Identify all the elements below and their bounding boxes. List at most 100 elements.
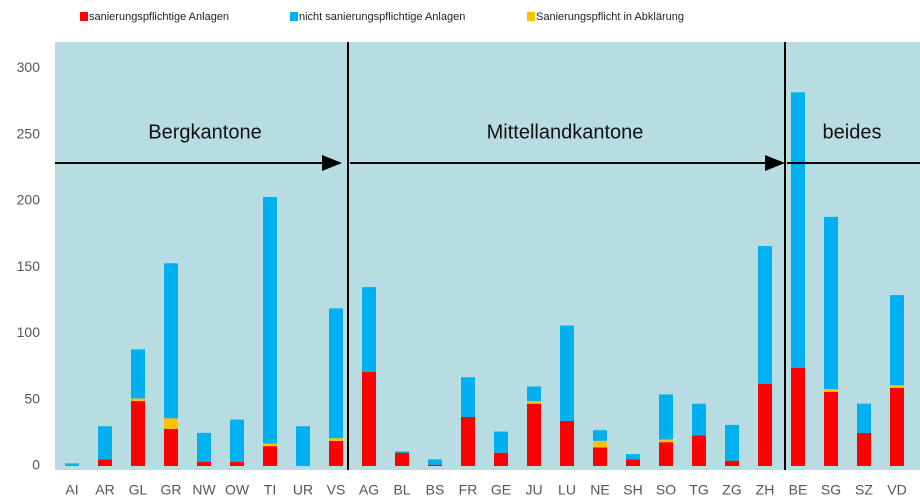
bar-segment bbox=[98, 459, 112, 466]
x-tick-label: SG bbox=[821, 482, 841, 498]
bar-segment bbox=[725, 424, 739, 461]
x-tick-label: JU bbox=[525, 482, 542, 498]
bar-segment bbox=[626, 454, 640, 460]
x-tick-label: OW bbox=[225, 482, 250, 498]
bar-segment bbox=[164, 428, 178, 466]
x-tick-label: LU bbox=[558, 482, 576, 498]
bar-segment bbox=[758, 246, 772, 384]
bar-segment bbox=[527, 403, 541, 466]
bar-segment bbox=[329, 440, 343, 466]
bar-segment bbox=[791, 367, 805, 466]
bar-segment bbox=[461, 377, 475, 417]
bar-segment bbox=[164, 418, 178, 429]
annotation: Bergkantone bbox=[148, 121, 261, 143]
bar-segment bbox=[692, 435, 706, 466]
bar-segment bbox=[692, 403, 706, 436]
bar-segment bbox=[461, 416, 475, 466]
y-tick-label: 200 bbox=[17, 192, 41, 208]
x-tick-label: SO bbox=[656, 482, 676, 498]
bar-segment bbox=[890, 385, 904, 388]
y-tick-label: 300 bbox=[17, 59, 41, 75]
bar-segment bbox=[659, 394, 673, 440]
y-tick-label: 250 bbox=[17, 125, 41, 141]
bar-segment bbox=[131, 401, 145, 466]
bar-segment bbox=[890, 387, 904, 466]
bar-segment bbox=[230, 462, 244, 466]
bar-segment bbox=[428, 459, 442, 465]
bar-segment bbox=[560, 420, 574, 466]
bar-segment bbox=[593, 440, 607, 448]
bar-segment bbox=[494, 452, 508, 466]
bar-segment bbox=[626, 459, 640, 466]
legend-swatch bbox=[290, 12, 298, 21]
bar-segment bbox=[197, 432, 211, 463]
legend-swatch bbox=[527, 12, 535, 21]
bar-segment bbox=[725, 460, 739, 466]
bar-segment bbox=[131, 398, 145, 402]
bar-segment bbox=[263, 446, 277, 466]
x-tick-label: SZ bbox=[855, 482, 873, 498]
x-tick-label: AI bbox=[65, 482, 78, 498]
bar-segment bbox=[527, 386, 541, 402]
bar-segment bbox=[428, 464, 442, 466]
x-tick-label: ZG bbox=[722, 482, 741, 498]
bar-segment bbox=[659, 439, 673, 443]
x-tick-label: GL bbox=[129, 482, 148, 498]
legend-label: sanierungspflichtige Anlagen bbox=[89, 11, 229, 23]
legend-label: nicht sanierungspflichtige Anlagen bbox=[299, 11, 465, 23]
plot-area bbox=[55, 42, 920, 470]
y-tick-label: 100 bbox=[17, 324, 41, 340]
x-tick-label: GE bbox=[491, 482, 511, 498]
bar-segment bbox=[560, 325, 574, 421]
bar-segment bbox=[329, 438, 343, 441]
bar-segment bbox=[857, 432, 871, 466]
x-tick-label: GR bbox=[161, 482, 182, 498]
bar-segment bbox=[395, 452, 409, 466]
annotation: Mittellandkantone bbox=[487, 121, 644, 143]
bar-segment bbox=[164, 263, 178, 419]
bar-segment bbox=[98, 426, 112, 460]
bar-segment bbox=[824, 216, 838, 390]
bar-segment bbox=[362, 371, 376, 466]
bar-segment bbox=[857, 403, 871, 433]
bar-segment bbox=[263, 443, 277, 447]
bar-segment bbox=[593, 447, 607, 466]
bar-segment bbox=[824, 389, 838, 392]
bar-segment bbox=[824, 391, 838, 466]
x-tick-label: UR bbox=[293, 482, 313, 498]
bar-segment bbox=[197, 462, 211, 466]
x-tick-label: TG bbox=[689, 482, 708, 498]
legend-swatch bbox=[80, 12, 88, 21]
bar-segment bbox=[890, 295, 904, 386]
bar-segment bbox=[758, 383, 772, 466]
x-tick-label: BL bbox=[393, 482, 410, 498]
bar-segment bbox=[65, 463, 79, 466]
y-tick-label: 0 bbox=[32, 457, 40, 473]
bar-segment bbox=[131, 349, 145, 399]
x-tick-label: AR bbox=[95, 482, 114, 498]
legend-label: Sanierungspflicht in Abklärung bbox=[536, 11, 684, 23]
x-tick-label: FR bbox=[459, 482, 478, 498]
x-tick-label: VD bbox=[887, 482, 906, 498]
bar-segment bbox=[395, 451, 409, 453]
bar-segment bbox=[494, 431, 508, 453]
x-tick-label: TI bbox=[264, 482, 276, 498]
annotation: beides bbox=[823, 121, 882, 143]
bar-segment bbox=[329, 308, 343, 439]
bar-segment bbox=[527, 401, 541, 404]
x-tick-label: AG bbox=[359, 482, 379, 498]
bar-segment bbox=[593, 430, 607, 441]
x-tick-label: BS bbox=[426, 482, 445, 498]
bar-segment bbox=[296, 426, 310, 466]
bar-segment bbox=[362, 287, 376, 372]
bar-segment bbox=[230, 419, 244, 463]
x-tick-label: VS bbox=[327, 482, 346, 498]
x-tick-label: SH bbox=[623, 482, 642, 498]
bar-segment bbox=[263, 197, 277, 444]
y-tick-label: 50 bbox=[24, 390, 40, 406]
x-tick-label: NE bbox=[590, 482, 609, 498]
y-tick-label: 150 bbox=[17, 258, 41, 274]
bar-segment bbox=[791, 92, 805, 368]
x-tick-label: ZH bbox=[756, 482, 775, 498]
